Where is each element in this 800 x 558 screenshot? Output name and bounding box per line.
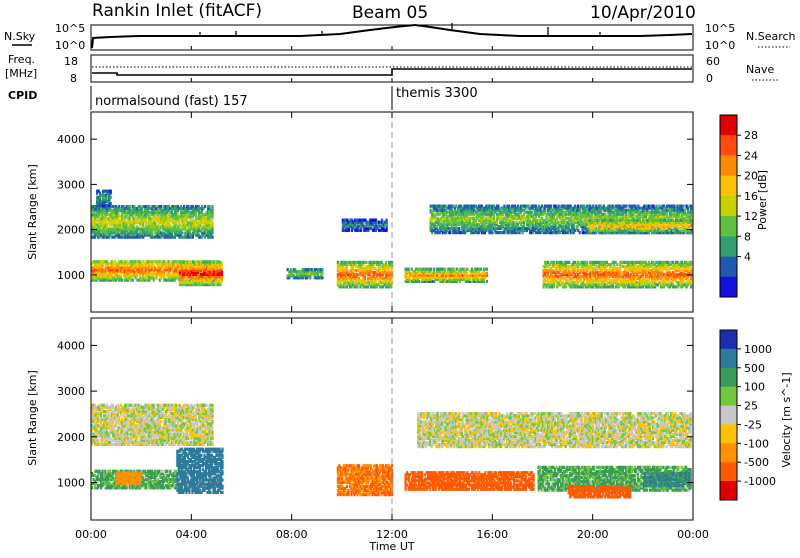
echo-cell xyxy=(418,280,420,283)
echo-cell xyxy=(458,227,460,230)
freq-tick-bottom: 8 xyxy=(70,72,77,85)
echo-cell xyxy=(365,261,367,264)
echo-cell xyxy=(466,268,468,271)
echo-cell xyxy=(625,205,627,208)
noise-trace xyxy=(92,25,692,48)
nave-tick-top: 60 xyxy=(706,55,720,68)
station-title: Rankin Inlet (fitACF) xyxy=(92,1,262,21)
nsearch-label: N.Search xyxy=(746,30,796,43)
echo-cell xyxy=(430,268,432,271)
echo-cell xyxy=(321,276,323,279)
nave-tick-bottom: 0 xyxy=(706,72,713,85)
echo-cell xyxy=(531,211,533,214)
echo-cell xyxy=(444,268,446,271)
echo-cell xyxy=(129,205,131,208)
echo-cell xyxy=(120,274,122,277)
echo-cell xyxy=(132,279,134,282)
cpid-panel: CPID normalsound (fast) 157 themis 3300 xyxy=(8,86,478,110)
noise-panel: N.Sky 10^5 10^0 10^5 10^0 N.Search xyxy=(4,22,796,52)
beam-title: Beam 05 xyxy=(352,3,428,23)
nsky-label: N.Sky xyxy=(4,30,36,43)
echo-cell xyxy=(321,268,323,271)
echo-cell xyxy=(550,205,552,208)
date-title: 10/Apr/2010 xyxy=(590,3,696,23)
freq-trace xyxy=(92,69,692,75)
echo-cell xyxy=(208,205,210,208)
echo-cell xyxy=(497,205,499,208)
echo-cell xyxy=(408,268,410,271)
cpid-label: CPID xyxy=(8,89,37,102)
echo-cell xyxy=(433,268,435,271)
nave-label: Nave xyxy=(746,63,774,76)
echo-cell xyxy=(480,268,482,271)
freq-unit: [MHz] xyxy=(5,67,37,80)
echo-cell xyxy=(221,263,223,266)
noise-right-tick-top: 10^5 xyxy=(705,22,735,35)
echo-cell xyxy=(211,205,213,208)
echo-cell xyxy=(486,272,488,275)
echo-cell xyxy=(579,231,581,234)
echo-cell xyxy=(211,221,213,224)
echo-cell xyxy=(385,261,387,264)
echo-cell xyxy=(683,205,685,208)
echo-cell xyxy=(221,271,223,274)
noise-right-tick-bottom: 10^0 xyxy=(705,39,735,52)
cpid-mode-1: normalsound (fast) 157 xyxy=(95,94,248,109)
echo-cell xyxy=(486,280,488,283)
echo-cell xyxy=(204,205,206,208)
echo-cell xyxy=(110,196,112,199)
echo-cell xyxy=(169,223,171,226)
echo-cell xyxy=(211,236,213,239)
echo-cell xyxy=(110,202,112,205)
echo-cell xyxy=(110,190,112,193)
noise-left-tick-top: 10^5 xyxy=(55,22,85,35)
echo-cell xyxy=(386,219,388,222)
echo-cell xyxy=(391,279,393,282)
noise-left-tick-bottom: 10^0 xyxy=(55,39,85,52)
freq-label: Freq. xyxy=(8,53,35,66)
echo-cell xyxy=(160,205,162,208)
echo-cell xyxy=(690,205,692,208)
echo-cell xyxy=(466,272,468,275)
freq-tick-top: 18 xyxy=(64,55,78,68)
echo-cell xyxy=(486,268,488,271)
echo-cell xyxy=(181,231,183,234)
cpid-mode-2: themis 3300 xyxy=(396,86,478,101)
echo-cell xyxy=(121,279,123,282)
